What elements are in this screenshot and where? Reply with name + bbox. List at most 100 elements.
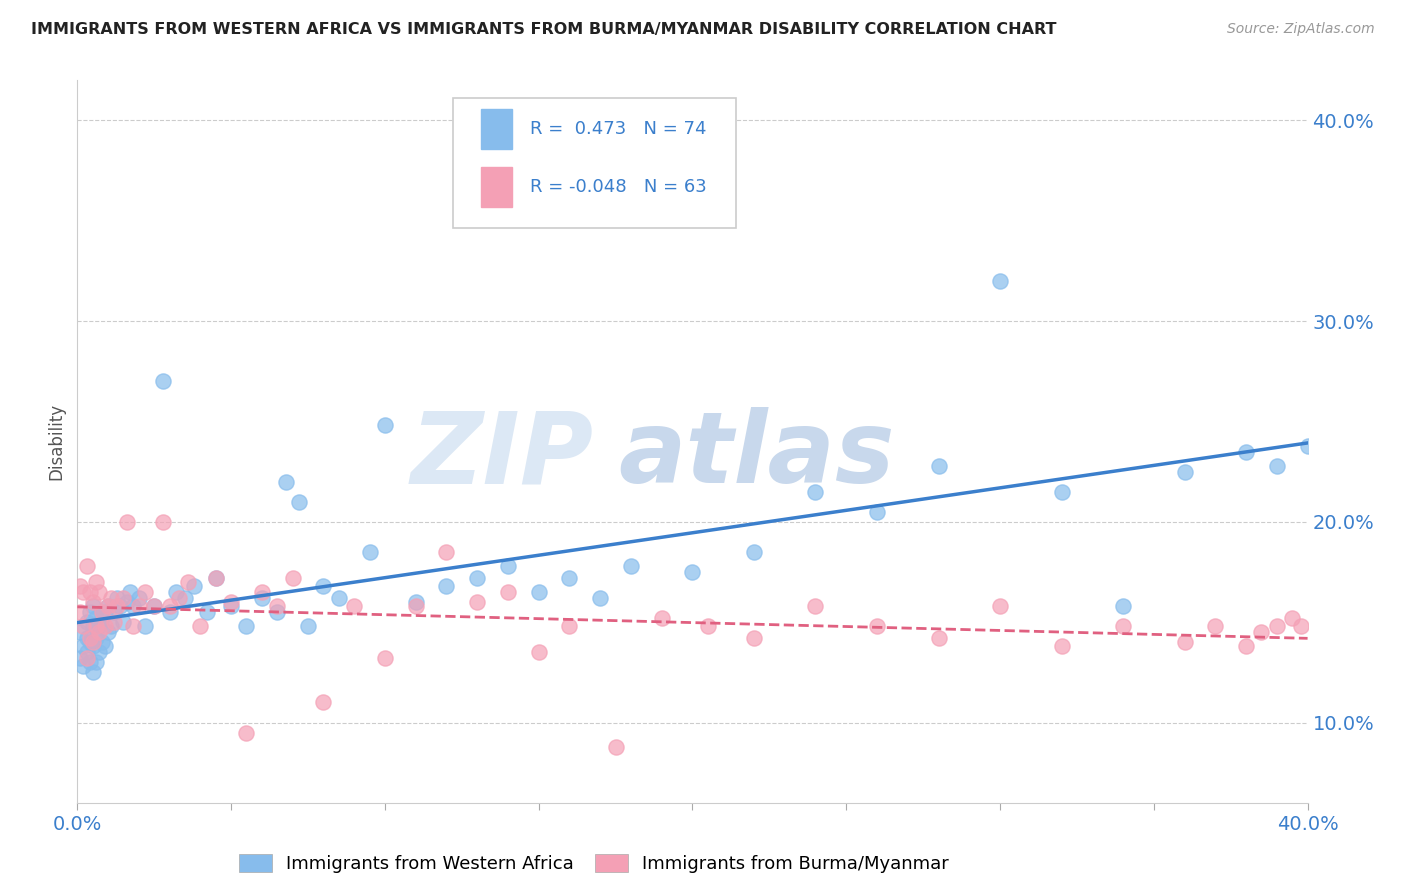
- Point: [152, 374, 174, 388]
- Point: [128, 591, 150, 605]
- Point: [143, 599, 166, 614]
- Point: [76, 651, 98, 665]
- Point: [742, 545, 765, 559]
- Point: [84, 611, 107, 625]
- Point: [465, 595, 488, 609]
- Point: [558, 571, 581, 585]
- Point: [312, 696, 335, 710]
- Point: [219, 599, 242, 614]
- Point: [159, 599, 181, 614]
- Point: [94, 619, 117, 633]
- Text: atlas: atlas: [619, 408, 896, 505]
- Point: [128, 599, 150, 614]
- Point: [76, 632, 98, 646]
- Point: [804, 599, 827, 614]
- Point: [866, 619, 889, 633]
- Point: [1174, 465, 1197, 479]
- Point: [1174, 635, 1197, 649]
- Point: [1291, 619, 1313, 633]
- Point: [82, 619, 104, 633]
- Point: [79, 635, 101, 649]
- Point: [72, 619, 94, 633]
- Point: [928, 458, 950, 473]
- Point: [76, 615, 98, 630]
- Point: [195, 605, 218, 619]
- Point: [742, 632, 765, 646]
- Point: [134, 619, 156, 633]
- Point: [620, 558, 643, 574]
- Y-axis label: Disability: Disability: [48, 403, 66, 480]
- Point: [84, 574, 107, 589]
- Point: [97, 625, 120, 640]
- Point: [235, 619, 257, 633]
- Point: [112, 615, 135, 630]
- Point: [343, 599, 366, 614]
- Point: [204, 571, 226, 585]
- Point: [312, 579, 335, 593]
- Point: [1265, 619, 1288, 633]
- Point: [235, 725, 257, 739]
- Point: [76, 558, 98, 574]
- Point: [115, 515, 138, 529]
- Point: [165, 585, 187, 599]
- Point: [250, 585, 273, 599]
- Point: [266, 605, 288, 619]
- Point: [436, 579, 458, 593]
- Point: [69, 625, 91, 640]
- Point: [928, 632, 950, 646]
- Point: [82, 639, 104, 653]
- Point: [69, 651, 91, 665]
- Point: [496, 585, 519, 599]
- Point: [288, 494, 311, 508]
- Point: [1250, 625, 1272, 640]
- Point: [87, 625, 110, 640]
- Point: [1112, 599, 1135, 614]
- FancyBboxPatch shape: [481, 167, 512, 207]
- Point: [105, 599, 128, 614]
- Point: [112, 591, 135, 605]
- Point: [110, 599, 132, 614]
- Point: [1050, 484, 1073, 499]
- Point: [281, 571, 304, 585]
- Point: [79, 632, 101, 646]
- Point: [374, 651, 396, 665]
- Point: [82, 599, 104, 614]
- Point: [183, 579, 205, 593]
- Point: [82, 595, 104, 609]
- Point: [866, 505, 889, 519]
- Point: [988, 274, 1011, 288]
- Point: [72, 639, 94, 653]
- Point: [1050, 639, 1073, 653]
- Point: [328, 591, 350, 605]
- Point: [79, 655, 101, 669]
- Point: [118, 585, 141, 599]
- Point: [465, 571, 488, 585]
- Point: [69, 605, 91, 619]
- Point: [527, 585, 550, 599]
- Text: ZIP: ZIP: [411, 408, 595, 505]
- Point: [79, 605, 101, 619]
- Point: [94, 605, 117, 619]
- Point: [90, 605, 114, 619]
- Point: [374, 418, 396, 433]
- Point: [1234, 639, 1257, 653]
- Point: [152, 515, 174, 529]
- Point: [97, 599, 120, 614]
- Point: [405, 595, 427, 609]
- Point: [988, 599, 1011, 614]
- Point: [167, 591, 190, 605]
- Point: [605, 739, 627, 754]
- FancyBboxPatch shape: [453, 98, 735, 228]
- Point: [159, 605, 181, 619]
- Point: [1112, 619, 1135, 633]
- Point: [69, 579, 91, 593]
- Point: [188, 619, 212, 633]
- Point: [589, 591, 612, 605]
- Point: [87, 585, 110, 599]
- Point: [100, 619, 122, 633]
- Point: [177, 574, 200, 589]
- Point: [682, 565, 704, 579]
- Point: [204, 571, 226, 585]
- Point: [696, 619, 718, 633]
- Point: [87, 645, 110, 659]
